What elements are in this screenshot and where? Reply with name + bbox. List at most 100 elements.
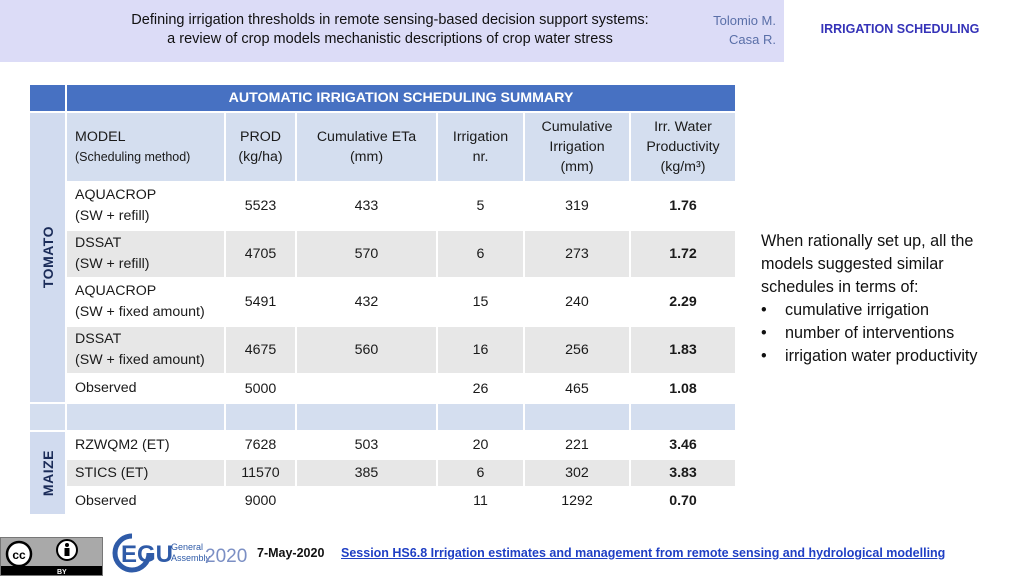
separator-cell	[295, 402, 438, 432]
eta-cell: 385	[295, 458, 438, 488]
model-cell: RZWQM2 (ET)	[65, 430, 226, 460]
egu-letters: EGU	[121, 541, 173, 568]
table-row: STICS (ET) 11570 385 6 302 3.83	[29, 458, 737, 488]
col-header-water-productivity-line2: Productivity	[646, 139, 720, 155]
separator-cell	[523, 402, 631, 432]
model-name: DSSAT	[75, 331, 122, 347]
col-header-water-productivity: Irr. Water Productivity (kg/m³)	[629, 111, 737, 183]
bullet-icon: •	[761, 324, 767, 342]
col-header-model-line2: (Scheduling method)	[75, 150, 191, 164]
svg-text:cc: cc	[12, 548, 26, 562]
col-header-water-productivity-line1: Irr. Water	[654, 119, 712, 135]
irrigation-nr-cell: 5	[436, 181, 525, 231]
scheduling-method: (SW + refill)	[75, 256, 150, 272]
crop-label-tomato-cell: TOMATO	[28, 111, 67, 404]
water-productivity-cell: 2.29	[629, 277, 737, 327]
col-header-irrigation-nr-line2: nr.	[472, 149, 489, 165]
irrigation-nr-cell: 6	[436, 229, 525, 279]
cumulative-irrigation-cell: 1292	[523, 486, 631, 516]
col-header-prod-line1: PROD	[240, 129, 281, 145]
col-header-eta-line2: (mm)	[349, 149, 384, 165]
egu-general: General	[171, 542, 203, 552]
col-header-model: MODEL (Scheduling method)	[65, 111, 226, 183]
authors: Tolomio M. Casa R.	[690, 11, 776, 49]
table-row: AQUACROP (SW + fixed amount) 5491 432 15 …	[29, 277, 737, 327]
model-cell: Observed	[65, 486, 226, 516]
eta-cell	[295, 373, 438, 404]
separator-cell	[224, 402, 297, 432]
cc-by-label: BY	[57, 569, 67, 576]
author-1: Tolomio M.	[713, 13, 776, 28]
water-productivity-cell: 0.70	[629, 486, 737, 516]
cumulative-irrigation-cell: 221	[523, 430, 631, 460]
crop-label-tomato: TOMATO	[39, 226, 56, 289]
bullet-icon: •	[761, 347, 767, 365]
cumulative-irrigation-cell: 273	[523, 229, 631, 279]
header-banner: Defining irrigation thresholds in remote…	[0, 0, 784, 62]
model-cell: DSSAT (SW + refill)	[65, 229, 226, 279]
irrigation-nr-cell: 26	[436, 373, 525, 404]
model-cell: DSSAT (SW + fixed amount)	[65, 325, 226, 375]
col-header-cumulative-irrigation-line3: (mm)	[560, 159, 594, 175]
model-name: DSSAT	[75, 235, 122, 251]
footer: cc BY EGU General Assembly 2020 7-May-20…	[0, 530, 1024, 576]
cumulative-irrigation-cell: 240	[523, 277, 631, 327]
col-header-prod-line2: (kg/ha)	[238, 149, 283, 165]
col-header-eta: Cumulative ETa (mm)	[295, 111, 438, 183]
water-productivity-cell: 1.72	[629, 229, 737, 279]
table-title: AUTOMATIC IRRIGATION SCHEDULING SUMMARY	[65, 83, 737, 113]
title-line-1: Defining irrigation thresholds in remote…	[131, 12, 649, 28]
findings-list: • cumulative irrigation • number of interv…	[761, 299, 1021, 368]
col-header-prod: PROD (kg/ha)	[224, 111, 297, 183]
scheduling-method: (SW + fixed amount)	[75, 304, 205, 320]
col-header-water-productivity-line3: (kg/m³)	[660, 159, 706, 175]
list-item: • cumulative irrigation	[761, 299, 1021, 322]
water-productivity-cell: 1.76	[629, 181, 737, 231]
cc-license-strip	[1, 566, 102, 575]
col-header-cumulative-irrigation: Cumulative Irrigation (mm)	[523, 111, 631, 183]
model-cell: AQUACROP (SW + fixed amount)	[65, 277, 226, 327]
eta-cell	[295, 486, 438, 516]
irrigation-nr-cell: 16	[436, 325, 525, 375]
list-item: • irrigation water productivity	[761, 345, 1021, 368]
model-cell: Observed	[65, 373, 226, 404]
findings-intro: When rationally set up, all the models s…	[761, 232, 974, 296]
water-productivity-cell: 1.83	[629, 325, 737, 375]
finding-text: number of interventions	[785, 324, 955, 342]
crop-label-maize: MAIZE	[39, 449, 56, 497]
eta-cell: 433	[295, 181, 438, 231]
irrigation-nr-cell: 15	[436, 277, 525, 327]
water-productivity-cell: 3.46	[629, 430, 737, 460]
crop-label-maize-cell: MAIZE	[28, 430, 67, 516]
egu-year: 2020	[205, 546, 247, 567]
session-link[interactable]: Session HS6.8 Irrigation estimates and m…	[341, 546, 946, 560]
col-header-irrigation-nr-line1: Irrigation	[452, 129, 509, 145]
cumulative-irrigation-cell: 465	[523, 373, 631, 404]
cumulative-irrigation-cell: 302	[523, 458, 631, 488]
table-separator-row	[28, 402, 737, 432]
separator-cell	[65, 402, 226, 432]
eta-cell: 570	[295, 229, 438, 279]
cumulative-irrigation-cell: 256	[523, 325, 631, 375]
prod-cell: 4705	[224, 229, 297, 279]
prod-cell: 9000	[224, 486, 297, 516]
eta-cell: 432	[295, 277, 438, 327]
irrigation-nr-cell: 11	[436, 486, 525, 516]
presentation-title: Defining irrigation thresholds in remote…	[60, 11, 720, 49]
cc-by-license-icon[interactable]: cc BY	[0, 537, 103, 576]
presentation-date: 7-May-2020	[257, 546, 325, 560]
table-corner	[28, 83, 67, 113]
title-line-2: a review of crop models mechanistic desc…	[167, 31, 613, 47]
section-tag: IRRIGATION SCHEDULING	[820, 22, 980, 36]
table-row: DSSAT (SW + fixed amount) 4675 560 16 256…	[29, 325, 737, 375]
table-row: Observed 9000 11 1292 0.70	[29, 486, 737, 516]
table-row: Observed 5000 26 465 1.08	[29, 373, 737, 404]
cumulative-irrigation-cell: 319	[523, 181, 631, 231]
model-name: AQUACROP	[75, 187, 157, 203]
findings-notes: When rationally set up, all the models s…	[761, 230, 1021, 368]
col-header-eta-line1: Cumulative ETa	[316, 129, 417, 145]
list-item: • number of interventions	[761, 322, 1021, 345]
col-header-cumulative-irrigation-line1: Cumulative	[541, 119, 613, 135]
irrigation-nr-cell: 6	[436, 458, 525, 488]
water-productivity-cell: 1.08	[629, 373, 737, 404]
